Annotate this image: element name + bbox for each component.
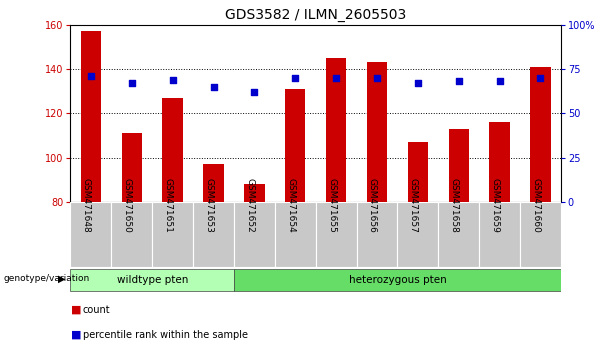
Title: GDS3582 / ILMN_2605503: GDS3582 / ILMN_2605503 [225,8,406,22]
Point [291,75,300,81]
Text: GSM471652: GSM471652 [245,178,254,233]
Text: GSM471651: GSM471651 [164,178,173,233]
Point [372,75,382,81]
Text: genotype/variation: genotype/variation [3,274,89,284]
Bar [244,184,265,202]
Bar [121,133,142,202]
Text: GSM471648: GSM471648 [82,178,91,233]
Text: percentile rank within the sample: percentile rank within the sample [83,330,248,339]
Text: GSM471653: GSM471653 [205,178,213,233]
Bar [530,67,550,202]
Text: wildtype pten: wildtype pten [116,275,188,285]
Bar [489,122,510,202]
Text: GSM471650: GSM471650 [123,178,132,233]
Bar [204,164,224,202]
Bar [367,62,387,202]
Bar [316,202,357,267]
Text: GSM471654: GSM471654 [286,178,295,233]
Bar [479,202,520,267]
Point [454,79,463,84]
Bar [152,202,193,267]
Bar [70,268,234,291]
Point [208,84,218,90]
Point [86,73,96,79]
Point [413,80,423,86]
Text: GSM471655: GSM471655 [327,178,336,233]
Text: ■: ■ [70,330,81,339]
Bar [520,202,561,267]
Text: ▶: ▶ [58,274,65,284]
Bar [234,202,275,267]
Bar [357,202,397,267]
Text: ■: ■ [70,305,81,315]
Text: GSM471656: GSM471656 [368,178,377,233]
Bar [326,58,346,202]
Bar [193,202,234,267]
Bar [112,202,152,267]
Text: heterozygous pten: heterozygous pten [349,275,446,285]
Text: count: count [83,305,110,315]
Point [495,79,504,84]
Bar [449,129,469,202]
Point [127,80,137,86]
Text: GSM471660: GSM471660 [531,178,541,233]
Text: GSM471659: GSM471659 [490,178,500,233]
Bar [408,142,428,202]
Point [249,89,259,95]
Bar [81,32,101,202]
Bar [397,202,438,267]
Text: GSM471657: GSM471657 [409,178,418,233]
Bar [70,202,112,267]
Bar [285,89,305,202]
Bar [275,202,316,267]
Text: GSM471658: GSM471658 [450,178,459,233]
Bar [438,202,479,267]
Point [331,75,341,81]
Bar [234,268,561,291]
Point [168,77,178,82]
Point [536,75,546,81]
Bar [162,98,183,202]
